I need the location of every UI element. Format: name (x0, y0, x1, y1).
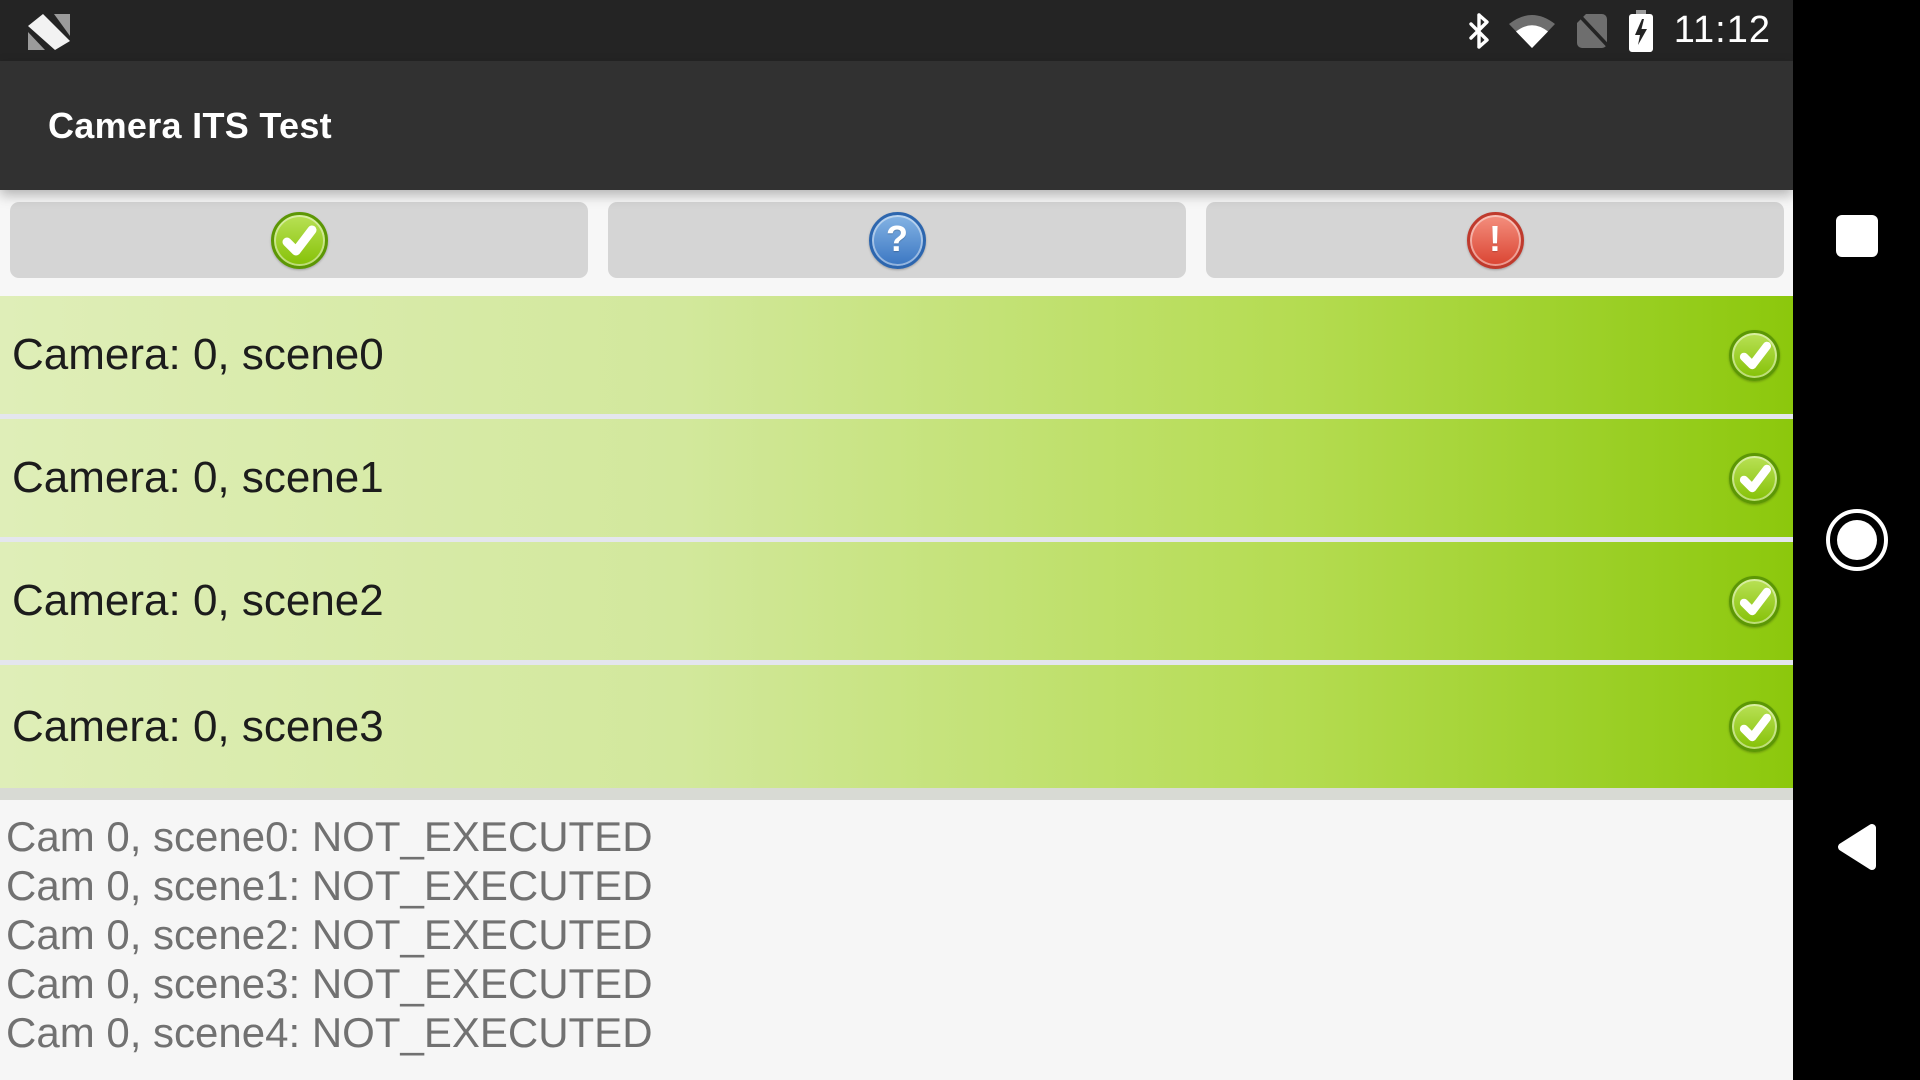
exclamation-circle-icon: ! (1466, 211, 1524, 269)
log-line: Cam 0, scene1: NOT_EXECUTED (6, 862, 653, 909)
toolbar: ? ! (0, 190, 1793, 296)
list-item-label: Camera: 0, scene3 (12, 701, 384, 751)
square-icon (1835, 215, 1878, 257)
list-item-scene3[interactable]: Camera: 0, scene3 (0, 665, 1793, 788)
status-bar: 11:12 (0, 0, 1793, 61)
pass-button[interactable] (10, 202, 588, 278)
question-circle-icon: ? (868, 211, 926, 269)
check-circle-icon (1729, 575, 1780, 627)
android-n-logo-icon (28, 13, 70, 50)
test-list: Camera: 0, scene0 Camera: 0, scene1 Came… (0, 296, 1793, 788)
log-line: Cam 0, scene3: NOT_EXECUTED (6, 960, 653, 1007)
check-circle-icon (1729, 701, 1780, 752)
list-item-scene0[interactable]: Camera: 0, scene0 (0, 296, 1793, 419)
back-button[interactable] (1833, 820, 1881, 874)
divider (0, 788, 1793, 800)
exclamation-glyph: ! (1489, 218, 1501, 259)
list-item-scene2[interactable]: Camera: 0, scene2 (0, 542, 1793, 665)
fail-button[interactable]: ! (1206, 202, 1784, 278)
status-clock: 11:12 (1673, 9, 1771, 51)
log-line: Cam 0, scene0: NOT_EXECUTED (6, 813, 653, 860)
wifi-icon (1507, 12, 1557, 49)
list-item-label: Camera: 0, scene1 (12, 453, 384, 502)
log-line: Cam 0, scene4: NOT_EXECUTED (6, 1009, 653, 1056)
page-title: Camera ITS Test (48, 104, 332, 146)
info-button[interactable]: ? (608, 202, 1186, 278)
app-bar: Camera ITS Test (0, 61, 1793, 190)
home-button[interactable] (1825, 509, 1888, 571)
recents-button[interactable] (1835, 215, 1878, 257)
status-icons: 11:12 (1466, 9, 1771, 52)
results-log: Cam 0, scene0: NOT_EXECUTED Cam 0, scene… (0, 800, 1793, 1080)
log-line: Cam 0, scene2: NOT_EXECUTED (6, 911, 653, 958)
battery-charging-icon (1627, 9, 1655, 52)
bluetooth-icon (1466, 11, 1492, 51)
check-circle-icon (270, 211, 328, 269)
list-item-label: Camera: 0, scene0 (12, 330, 384, 379)
list-item-scene1[interactable]: Camera: 0, scene1 (0, 419, 1793, 542)
check-circle-icon (1729, 329, 1780, 381)
check-circle-icon (1729, 452, 1780, 504)
navigation-bar (1793, 0, 1920, 1080)
question-glyph: ? (886, 218, 908, 259)
app-content: 11:12 Camera ITS Test ? (0, 0, 1793, 1080)
circle-icon (1825, 509, 1888, 571)
no-sim-icon (1572, 12, 1612, 50)
list-item-label: Camera: 0, scene2 (12, 576, 384, 625)
triangle-icon (1837, 824, 1876, 870)
